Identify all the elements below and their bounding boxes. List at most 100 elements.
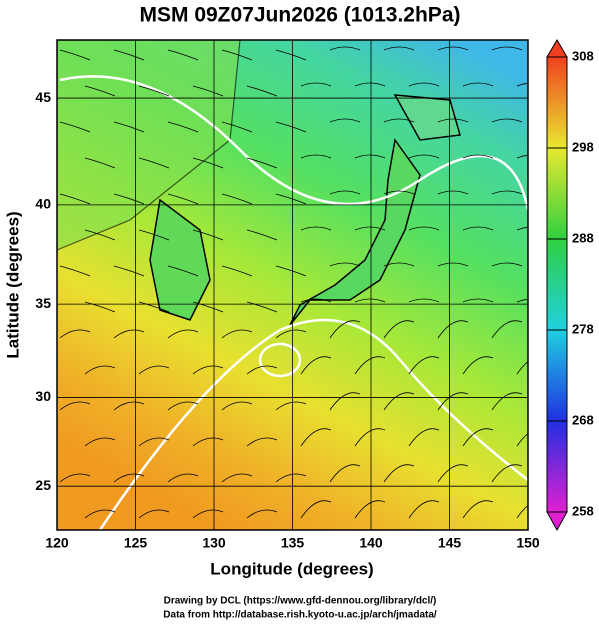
streamline — [516, 82, 528, 87]
x-tick-label: 125 — [124, 535, 148, 551]
colorbar-tick-label: 268 — [572, 412, 594, 427]
streamline — [408, 356, 440, 375]
streamline — [462, 82, 494, 87]
streamline — [246, 301, 278, 313]
y-tick-label: 30 — [35, 388, 51, 404]
streamline — [437, 46, 469, 51]
streamline — [354, 500, 386, 519]
title: MSM 09Z07Jun2026 (1013.2hPa) — [140, 4, 461, 27]
streamline — [300, 82, 332, 87]
colorbar-top-extension — [546, 39, 568, 58]
x-tick-label: 150 — [516, 535, 540, 551]
streamline — [329, 464, 361, 483]
streamline — [221, 265, 253, 277]
streamline — [329, 320, 361, 339]
streamline — [84, 85, 116, 97]
streamline — [84, 157, 116, 169]
streamline — [408, 82, 440, 87]
streamline — [192, 509, 224, 519]
credit-drawing: Drawing by DCL (https://www.gfd-dennou.o… — [164, 596, 437, 607]
streamline — [167, 401, 199, 411]
streamline — [113, 401, 145, 411]
streamline — [84, 301, 116, 313]
streamline — [138, 301, 170, 313]
streamline — [491, 46, 523, 51]
streamline — [138, 509, 170, 519]
streamline — [221, 49, 253, 61]
streamline — [383, 46, 415, 51]
streamline — [462, 428, 494, 447]
streamline — [437, 464, 469, 483]
streamline — [408, 298, 440, 303]
streamline — [300, 298, 332, 303]
streamline — [246, 437, 278, 447]
streamline — [516, 226, 528, 231]
streamline — [275, 193, 307, 205]
streamline — [383, 392, 415, 411]
land-korea — [149, 198, 211, 321]
streamline — [59, 49, 91, 61]
x-axis-label: Longitude (degrees) — [210, 559, 373, 578]
streamline — [516, 433, 528, 447]
streamline — [354, 428, 386, 447]
streamline — [192, 85, 224, 97]
streamline — [138, 229, 170, 241]
streamline — [192, 157, 224, 169]
streamline — [167, 265, 199, 277]
streamline — [138, 365, 170, 375]
streamline — [408, 226, 440, 231]
colorbar-tick-label: 308 — [572, 48, 594, 63]
colorbar-tick-label: 298 — [572, 139, 594, 154]
map-area — [57, 40, 528, 530]
streamline — [167, 121, 199, 133]
streamline — [300, 226, 332, 231]
streamline — [167, 329, 199, 339]
streamline — [246, 509, 278, 519]
streamline — [300, 428, 332, 447]
streamline — [167, 49, 199, 61]
colorbar-tick-label: 278 — [572, 321, 594, 336]
streamline — [275, 473, 307, 483]
streamline — [221, 193, 253, 205]
streamline — [246, 365, 278, 375]
streamline — [329, 46, 361, 51]
streamline — [437, 392, 469, 411]
y-tick-label: 45 — [35, 89, 51, 105]
streamline — [354, 226, 386, 231]
streamline — [437, 190, 469, 195]
x-tick-label: 140 — [359, 535, 383, 551]
streamline — [491, 262, 523, 267]
streamline — [59, 265, 91, 277]
streamline — [408, 500, 440, 519]
streamline — [192, 301, 224, 313]
y-axis-label: Latitude (degrees) — [3, 211, 22, 358]
streamline — [491, 464, 523, 483]
streamline — [221, 401, 253, 411]
streamline — [246, 157, 278, 169]
streamline — [491, 320, 523, 339]
colorbar-bottom-extension — [546, 511, 568, 532]
streamline — [300, 356, 332, 375]
y-tick-label: 40 — [35, 196, 51, 212]
streamline — [113, 329, 145, 339]
streamline — [437, 118, 469, 123]
streamline — [516, 154, 528, 159]
streamline — [113, 265, 145, 277]
streamline — [408, 428, 440, 447]
streamline — [516, 505, 528, 519]
streamline — [354, 356, 386, 375]
streamline — [516, 298, 528, 303]
y-tick-label: 35 — [35, 295, 51, 311]
streamline — [138, 85, 170, 97]
streamline — [221, 473, 253, 483]
colorbar-tick-label: 258 — [572, 503, 594, 518]
streamline — [221, 329, 253, 339]
streamline — [192, 365, 224, 375]
streamline — [354, 298, 386, 303]
streamline — [167, 473, 199, 483]
streamline — [246, 229, 278, 241]
streamline — [300, 154, 332, 159]
streamline — [437, 262, 469, 267]
streamline — [462, 356, 494, 375]
